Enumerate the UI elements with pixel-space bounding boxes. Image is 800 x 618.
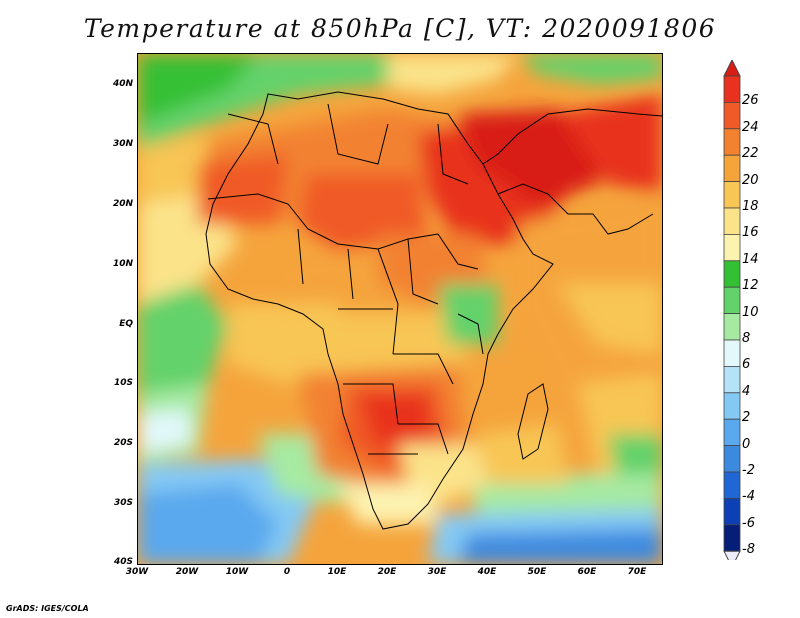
- colorbar-label: 0: [742, 436, 751, 452]
- colorbar-segment: [723, 445, 741, 473]
- colorbar-label: 10: [742, 304, 759, 320]
- colorbar-label: -8: [742, 542, 755, 558]
- lon-label-70e: 70E: [627, 567, 647, 577]
- colorbar-segment: [723, 181, 741, 209]
- lat-label-20n: 20N: [112, 199, 133, 209]
- lat-label-30n: 30N: [112, 139, 133, 149]
- lon-label-20e: 20E: [377, 567, 397, 577]
- lon-label-60e: 60E: [577, 567, 597, 577]
- lat-label-40s: 40S: [113, 557, 133, 567]
- colorbar-label: 12: [742, 278, 759, 294]
- lon-label-30e: 30E: [427, 567, 447, 577]
- map-canvas: [138, 54, 662, 564]
- lat-label-10s: 10S: [113, 378, 133, 388]
- colorbar-label: 26: [742, 93, 759, 109]
- coastlines: [205, 91, 662, 530]
- colorbar-segment: [723, 207, 741, 235]
- colorbar-label: 4: [742, 383, 751, 399]
- map-title: Temperature at 850hPa [C], VT: 202009180…: [83, 14, 717, 43]
- lon-label-20w: 20W: [175, 567, 199, 577]
- colorbar-segment: [723, 154, 741, 182]
- lon-label-0: 0: [283, 567, 291, 577]
- colorbar-label: 16: [742, 225, 759, 241]
- lon-label-10e: 10E: [327, 567, 347, 577]
- colorbar-segment: [723, 392, 741, 420]
- lat-label-40n: 40N: [112, 79, 133, 89]
- colorbar-label: 6: [742, 357, 751, 373]
- lon-label-50e: 50E: [527, 567, 547, 577]
- colorbar-segment: [723, 102, 741, 130]
- colorbar-segment: [723, 524, 741, 552]
- lat-label-30s: 30S: [113, 498, 133, 508]
- lat-label-eq: EQ: [119, 319, 133, 329]
- colorbar-label: -4: [742, 489, 755, 505]
- lat-label-10n: 10N: [112, 259, 133, 269]
- colorbar-under-triangle: [723, 550, 741, 560]
- colorbar-segment: [723, 75, 741, 103]
- colorbar-segment: [723, 233, 741, 262]
- lat-label-20s: 20S: [113, 438, 133, 448]
- lon-label-30w: 30W: [125, 567, 149, 577]
- grads-credit: GrADS: IGES/COLA: [6, 604, 89, 613]
- temperature-map: [137, 53, 663, 565]
- colorbar-segment: [723, 313, 741, 341]
- colorbar-label: 2: [742, 410, 751, 426]
- colorbar-graphic: [723, 60, 741, 560]
- colorbar-segment: [723, 260, 741, 288]
- colorbar-segment: [723, 128, 741, 156]
- colorbar-segment: [723, 497, 741, 526]
- colorbar-segment: [723, 286, 741, 314]
- colorbar-segment: [723, 339, 741, 367]
- colorbar-label: 24: [742, 119, 759, 135]
- colorbar-segment: [723, 365, 741, 394]
- colorbar-segment: [723, 471, 741, 499]
- colorbar-label: -6: [742, 515, 755, 531]
- colorbar-label: -2: [742, 463, 755, 478]
- lon-label-10w: 10W: [225, 567, 249, 577]
- colorbar-label: 8: [742, 331, 751, 346]
- colorbar-label: 14: [742, 251, 759, 267]
- colorbar-label: 22: [742, 146, 759, 162]
- colorbar-label: 18: [742, 199, 759, 214]
- colorbar-over-triangle: [723, 60, 741, 77]
- colorbar-label: 20: [742, 172, 759, 188]
- lon-label-40e: 40E: [477, 567, 497, 577]
- colorbar-segment: [723, 418, 741, 447]
